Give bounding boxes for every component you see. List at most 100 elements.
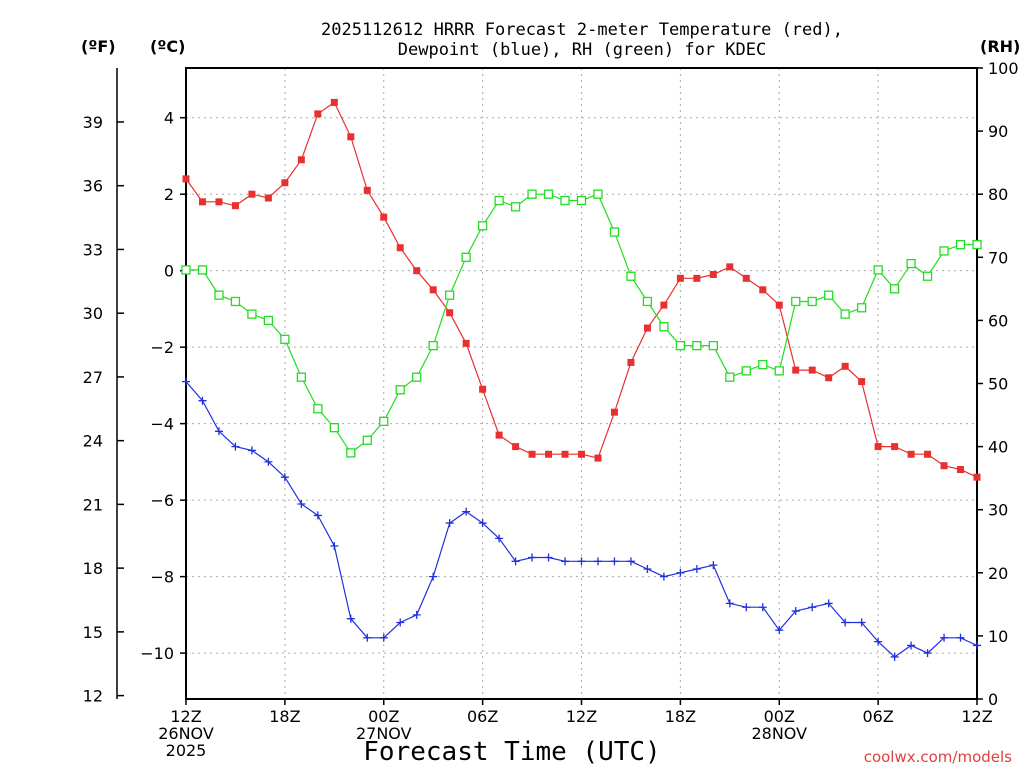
2-meter-temperature-point bbox=[693, 274, 701, 282]
time-tick-label: 12Z bbox=[566, 707, 597, 726]
rh-point bbox=[856, 303, 867, 313]
celsius-unit-label: (ºC) bbox=[150, 37, 185, 56]
rh-tick-label: 50 bbox=[988, 375, 1008, 394]
rh-point bbox=[675, 340, 686, 351]
rh-point bbox=[527, 189, 537, 199]
chart-title-line1: 2025112612 HRRR Forecast 2-meter Tempera… bbox=[321, 20, 843, 40]
dewpoint-point bbox=[214, 427, 223, 436]
rh-point bbox=[445, 290, 455, 300]
2-meter-temperature-point bbox=[940, 462, 948, 470]
dewpoint-point bbox=[923, 649, 932, 658]
dewpoint-point bbox=[379, 633, 388, 642]
rh-point bbox=[494, 195, 504, 206]
chart-title-line2: Dewpoint (blue), RH (green) for KDEC bbox=[398, 40, 766, 60]
time-tick-label: 27NOV bbox=[356, 724, 412, 743]
2-meter-temperature-point bbox=[841, 362, 849, 370]
2-meter-temperature-point bbox=[610, 408, 618, 416]
rh-point bbox=[296, 372, 307, 382]
dewpoint-point bbox=[247, 446, 256, 455]
dewpoint-point bbox=[890, 652, 899, 661]
rh-tick-label: 30 bbox=[988, 501, 1008, 520]
dewpoint-point bbox=[626, 557, 635, 566]
celsius-tick-label: −10 bbox=[140, 644, 174, 663]
2-meter-temperature-point bbox=[198, 198, 206, 206]
rh-point bbox=[428, 340, 438, 351]
rh-point bbox=[593, 189, 603, 199]
rh-point bbox=[214, 290, 224, 300]
dewpoint-point bbox=[824, 599, 833, 608]
2-meter-temperature-point bbox=[775, 301, 783, 309]
rh-point bbox=[329, 423, 339, 433]
celsius-tick-label: −4 bbox=[150, 415, 174, 434]
dewpoint-point bbox=[495, 534, 504, 543]
rh-point bbox=[346, 448, 356, 458]
dewpoint-point bbox=[198, 396, 207, 405]
rh-point bbox=[791, 296, 801, 307]
dewpoint-point bbox=[874, 637, 883, 646]
2-meter-temperature-point bbox=[874, 443, 882, 451]
2-meter-temperature-point bbox=[330, 98, 338, 106]
rh-point bbox=[889, 284, 900, 294]
2-meter-temperature-point bbox=[742, 274, 750, 282]
rh-point bbox=[461, 252, 471, 262]
time-tick-label: 28NOV bbox=[751, 724, 807, 743]
rh-tick-label: 40 bbox=[988, 438, 1008, 457]
rh-point bbox=[741, 366, 751, 376]
rh-point bbox=[972, 240, 982, 250]
2-meter-temperature-point bbox=[924, 450, 932, 458]
rh-point bbox=[708, 340, 718, 351]
fahrenheit-axis: 39 36 33 30 27 24 21 18 15 12 bbox=[83, 113, 124, 706]
rh-point bbox=[824, 290, 834, 300]
2-meter-temperature-point bbox=[545, 450, 553, 458]
dewpoint-point bbox=[478, 519, 487, 528]
2-meter-temperature-point bbox=[347, 133, 355, 141]
rh-point bbox=[197, 265, 208, 275]
2-meter-temperature-point bbox=[363, 186, 371, 194]
dewpoint-point bbox=[775, 626, 784, 635]
2-meter-temperature-point bbox=[215, 198, 223, 206]
dewpoint-point bbox=[676, 568, 685, 577]
fahrenheit-tick-label: 36 bbox=[83, 177, 103, 196]
2-meter-temperature-point bbox=[792, 366, 800, 374]
time-tick-label: 26NOV bbox=[158, 724, 214, 743]
celsius-tick-label: −6 bbox=[150, 491, 174, 510]
data-series bbox=[181, 98, 982, 661]
dewpoint-point bbox=[758, 603, 767, 612]
2-meter-temperature-point bbox=[709, 271, 717, 279]
rh-tick-label: 100 bbox=[988, 59, 1019, 78]
dewpoint-point bbox=[313, 511, 322, 520]
rh-point bbox=[362, 435, 372, 445]
2-meter-temperature-point bbox=[759, 286, 767, 294]
rh-line bbox=[186, 193, 977, 454]
dewpoint-point bbox=[231, 442, 240, 451]
rh-point bbox=[906, 258, 916, 269]
dewpoint-point bbox=[808, 603, 817, 612]
dewpoint-point bbox=[857, 618, 866, 627]
dewpoint-point bbox=[973, 641, 981, 650]
2-meter-temperature-point bbox=[429, 286, 437, 294]
rh-point bbox=[543, 189, 554, 199]
dewpoint-point bbox=[610, 557, 619, 566]
time-tick-label: 18Z bbox=[665, 707, 696, 726]
dewpoint-point bbox=[692, 564, 701, 573]
2-meter-temperature-point bbox=[660, 301, 668, 309]
fahrenheit-tick-label: 12 bbox=[83, 687, 103, 706]
dewpoint-point bbox=[330, 542, 339, 551]
dewpoint-point bbox=[940, 633, 949, 642]
fahrenheit-tick-label: 33 bbox=[83, 240, 103, 259]
dewpoint-point bbox=[956, 633, 965, 642]
2-meter-temperature-point bbox=[314, 110, 322, 118]
credit-label: coolwx.com/models bbox=[864, 748, 1012, 766]
dewpoint-point bbox=[280, 473, 289, 482]
2-meter-temperature-point bbox=[627, 358, 635, 366]
rh-point bbox=[626, 271, 636, 281]
dewpoint-point bbox=[593, 557, 602, 566]
celsius-tick-label: −2 bbox=[150, 338, 174, 357]
rh-point bbox=[395, 385, 405, 395]
2-meter-temperature-point bbox=[907, 450, 915, 458]
rh-point bbox=[840, 309, 850, 319]
2-meter-temperature-point bbox=[396, 244, 404, 252]
rh-point bbox=[659, 322, 669, 332]
dewpoint-point bbox=[577, 557, 586, 566]
